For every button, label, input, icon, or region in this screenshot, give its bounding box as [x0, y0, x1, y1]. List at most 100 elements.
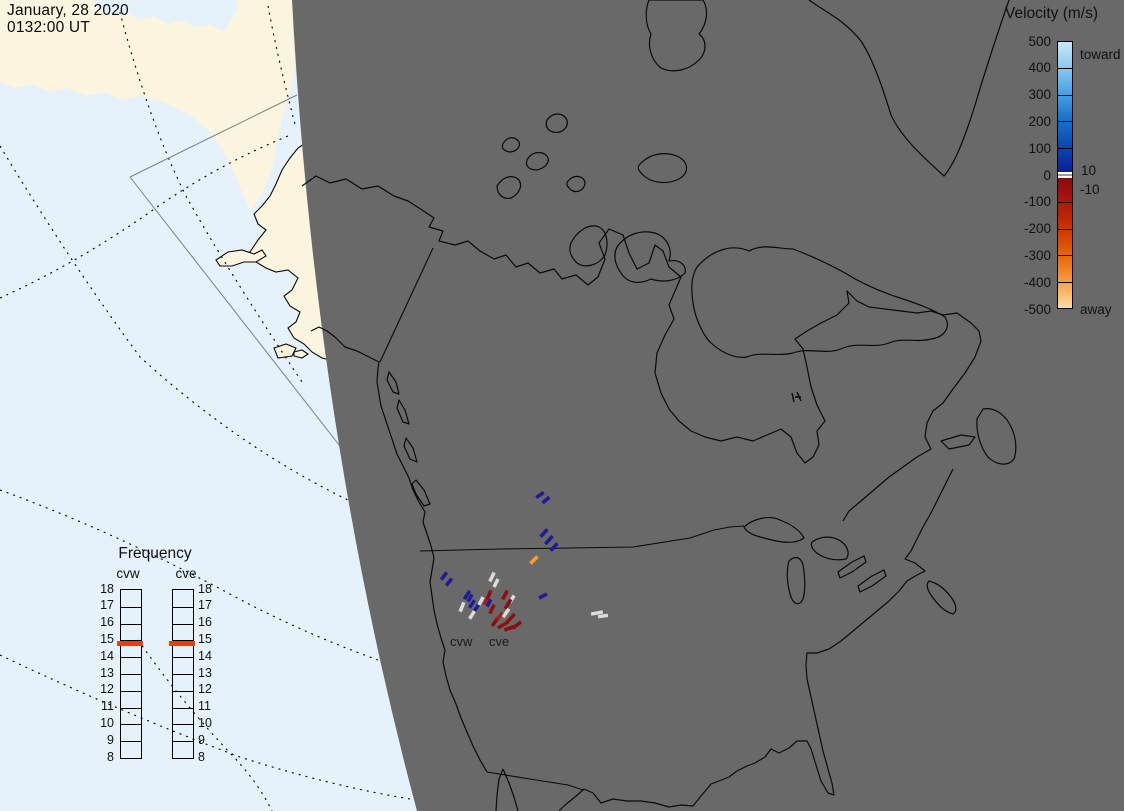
velocity-vector — [439, 571, 449, 581]
velocity-vector — [488, 603, 496, 615]
frequency-tick-label: 17 — [100, 598, 114, 613]
velocity-vector — [597, 613, 609, 619]
velocity-tick-label: -300 — [1023, 247, 1051, 263]
frequency-tick-label: 10 — [100, 715, 114, 730]
st-lawrence-island — [215, 249, 267, 267]
velocity-vector — [535, 490, 545, 500]
us-mexico-border — [486, 771, 584, 791]
night-overlay — [292, 0, 1124, 811]
pacific-coast — [310, 326, 488, 773]
velocity-vector — [477, 596, 485, 606]
velocity-tick-label: 200 — [1028, 113, 1051, 129]
velocity-legend-title: Velocity (m/s) — [1005, 5, 1099, 22]
site-header-cve: cve — [175, 566, 197, 581]
velocity-tick-label: 0 — [1043, 167, 1051, 183]
colorbar-division-line — [1058, 121, 1073, 123]
ladder-rung — [173, 707, 193, 709]
frequency-tick-label: 18 — [198, 581, 212, 596]
velocity-vector — [462, 589, 472, 601]
colorbar-division-line — [1058, 201, 1073, 203]
frequency-tick-label: 9 — [198, 732, 205, 747]
velocity-vector — [468, 599, 476, 609]
ladder-rung — [121, 724, 141, 726]
great-lakes — [743, 517, 887, 605]
colorbar-division-line — [1058, 282, 1073, 284]
ladder-rung — [121, 640, 141, 642]
kodiak-islet — [293, 349, 309, 359]
velocity-vector — [549, 542, 559, 552]
velocity-tick-label: -100 — [1023, 194, 1051, 210]
frequency-legend-title: Frequency — [118, 545, 192, 562]
ladder-rung — [121, 657, 141, 659]
away-label: away — [1080, 302, 1112, 317]
colorbar-division-line — [1058, 255, 1073, 257]
colorbar-division-line — [1058, 94, 1073, 96]
velocity-vector — [511, 620, 523, 630]
frequency-ladder-cve — [172, 589, 194, 759]
ladder-rung — [173, 674, 193, 675]
baffin-island — [691, 246, 948, 358]
velocity-tick-label: -200 — [1023, 221, 1051, 237]
time-line: 0132:00 UT — [7, 19, 90, 36]
velocity-colorbar — [1057, 41, 1073, 309]
ladder-rung — [173, 690, 193, 692]
velocity-tick-label: -500 — [1023, 301, 1051, 317]
velocity-vector — [495, 611, 505, 621]
velocity-vector — [506, 612, 516, 624]
toward-label: toward — [1080, 47, 1121, 62]
ladder-rung — [173, 640, 193, 642]
mainland-north-coast — [301, 175, 982, 522]
newfoundland — [976, 408, 1017, 465]
velocity-vectors-layer — [439, 490, 609, 632]
velocity-vector — [503, 598, 513, 610]
alaska-yukon-border — [379, 247, 434, 363]
frequency-tick-label: 15 — [198, 631, 212, 646]
ladder-rung — [121, 623, 141, 625]
threshold-neg-label: -10 — [1080, 182, 1100, 197]
ladder-rung — [121, 674, 141, 675]
chukotka-landmass — [0, 0, 296, 210]
frequency-marker-cve — [169, 641, 195, 647]
frequency-tick-label: 13 — [198, 665, 212, 680]
velocity-vector — [501, 589, 509, 601]
velocity-vector — [444, 577, 454, 587]
ladder-rung — [121, 741, 141, 743]
date-line: January, 28 2020 — [7, 2, 129, 19]
coastal-islands — [386, 371, 431, 507]
velocity-vector — [466, 593, 474, 603]
frequency-tick-label: 11 — [198, 699, 211, 714]
velocity-tick-label: 100 — [1028, 140, 1051, 156]
velocity-vector — [488, 571, 496, 583]
ladder-rung — [173, 724, 193, 726]
ellesmere-island — [645, 0, 708, 72]
velocity-tick-label: -400 — [1023, 274, 1051, 290]
frequency-tick-label: 8 — [198, 749, 205, 764]
frequency-tick-label: 12 — [198, 682, 212, 697]
velocity-vector — [539, 528, 549, 538]
ladder-rung — [173, 606, 193, 608]
velocity-vector — [485, 598, 493, 608]
frequency-tick-label: 8 — [107, 749, 114, 764]
arctic-islands — [496, 113, 688, 283]
velocity-vector — [501, 607, 511, 619]
velocity-tick-label: 300 — [1028, 87, 1051, 103]
velocity-vector — [544, 534, 554, 546]
ladder-rung — [121, 606, 141, 608]
frequency-tick-label: 9 — [107, 732, 114, 747]
colorbar-division-line — [1058, 67, 1073, 69]
frequency-ladder-cvw — [120, 589, 142, 759]
us-canada-border — [419, 525, 745, 552]
radar-site-label-cve: cve — [489, 634, 509, 649]
anticosti-island — [940, 434, 976, 450]
frequency-tick-label: 17 — [198, 598, 212, 613]
ladder-rung — [173, 741, 193, 743]
frequency-tick-label: 14 — [100, 648, 114, 663]
threshold-pos-label: 10 — [1081, 163, 1097, 178]
frequency-tick-label: 10 — [198, 715, 212, 730]
frequency-tick-label: 13 — [100, 665, 114, 680]
velocity-vector — [590, 610, 604, 616]
frequency-tick-label: 16 — [198, 615, 212, 630]
borders — [379, 247, 745, 791]
